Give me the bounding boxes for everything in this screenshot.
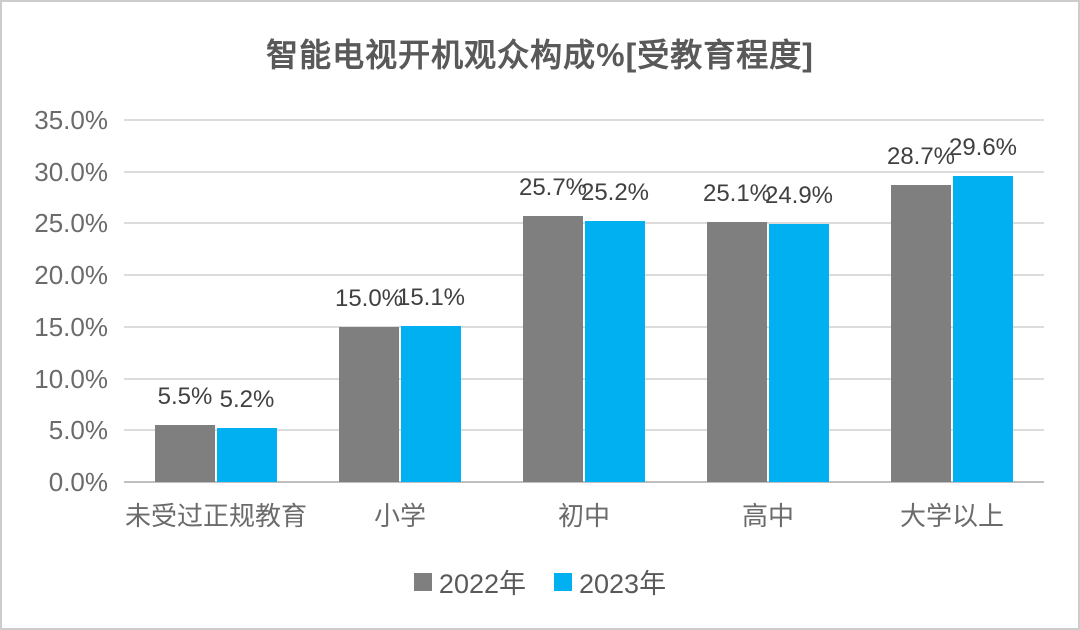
legend-item-2023年: 2023年 (554, 562, 666, 601)
bar-group: 28.7% 29.6% (860, 120, 1044, 482)
data-label: 28.7% (886, 143, 956, 171)
x-axis-category-label: 高中 (741, 501, 795, 531)
bar-2023年 (585, 221, 645, 482)
gridline (124, 377, 1044, 380)
y-axis-tick-label: 20.0% (34, 260, 108, 291)
bar-2022年 (707, 222, 767, 482)
gridline (124, 429, 1044, 432)
x-axis-line (124, 481, 1044, 483)
data-label: 25.2% (580, 179, 650, 207)
bar-2023年 (769, 224, 829, 482)
y-axis-tick-label: 15.0% (34, 311, 108, 342)
data-label: 15.0% (334, 284, 404, 312)
bar-2023年 (953, 175, 1013, 482)
gridline (124, 170, 1044, 173)
y-axis-tick-label: 30.0% (34, 156, 108, 187)
bar-group: 25.7% 25.2% (492, 120, 676, 482)
data-label: 24.9% (764, 182, 834, 210)
bar-2023年 (217, 428, 277, 482)
data-label: 29.6% (948, 133, 1018, 161)
legend-swatch-icon (413, 572, 432, 591)
legend-swatch-icon (554, 572, 572, 591)
gridline (124, 119, 1044, 121)
gridline (124, 325, 1044, 328)
bar-2022年 (339, 326, 399, 482)
plot-area: 5.5% 5.2% 15.0% 15.1% 25.7% 25.2% 25.1% 24.9% 28… (124, 119, 1044, 483)
bar-group: 25.1% 24.9% (676, 120, 860, 482)
x-axis-category-label: 大学以上 (899, 501, 1005, 531)
legend-item-2022年: 2022年 (413, 562, 526, 601)
x-axis-category-label: 未受过正规教育 (124, 501, 308, 531)
chart-title: 智能电视开机观众构成%[受教育程度] (266, 37, 814, 73)
legend-label: 2023年 (579, 569, 667, 599)
y-axis-tick-label: 25.0% (34, 208, 108, 239)
x-axis-category-label: 初中 (557, 501, 611, 531)
data-label: 25.7% (518, 174, 588, 202)
bar-group: 15.0% 15.1% (308, 120, 492, 482)
y-axis-tick-label: 35.0% (34, 105, 108, 135)
y-axis-tick-label: 10.0% (34, 363, 108, 394)
gridline (124, 222, 1044, 225)
legend-label: 2022年 (438, 569, 526, 599)
bar-2022年 (891, 185, 951, 482)
bar-2022年 (523, 216, 583, 482)
bar-group: 5.5% 5.2% (124, 120, 308, 482)
gridline (124, 274, 1044, 277)
data-label: 5.5% (157, 383, 213, 411)
y-axis-tick-label: 5.0% (48, 415, 108, 446)
data-label: 5.2% (219, 386, 275, 414)
y-axis-tick-label: 0.0% (48, 467, 108, 497)
data-label: 25.1% (702, 180, 772, 208)
bar-2022年 (155, 425, 215, 482)
bar-2023年 (401, 325, 461, 482)
data-label: 15.1% (396, 283, 466, 311)
legend: 2022年 2023年 (2, 562, 1078, 601)
x-axis-category-label: 小学 (373, 501, 427, 531)
